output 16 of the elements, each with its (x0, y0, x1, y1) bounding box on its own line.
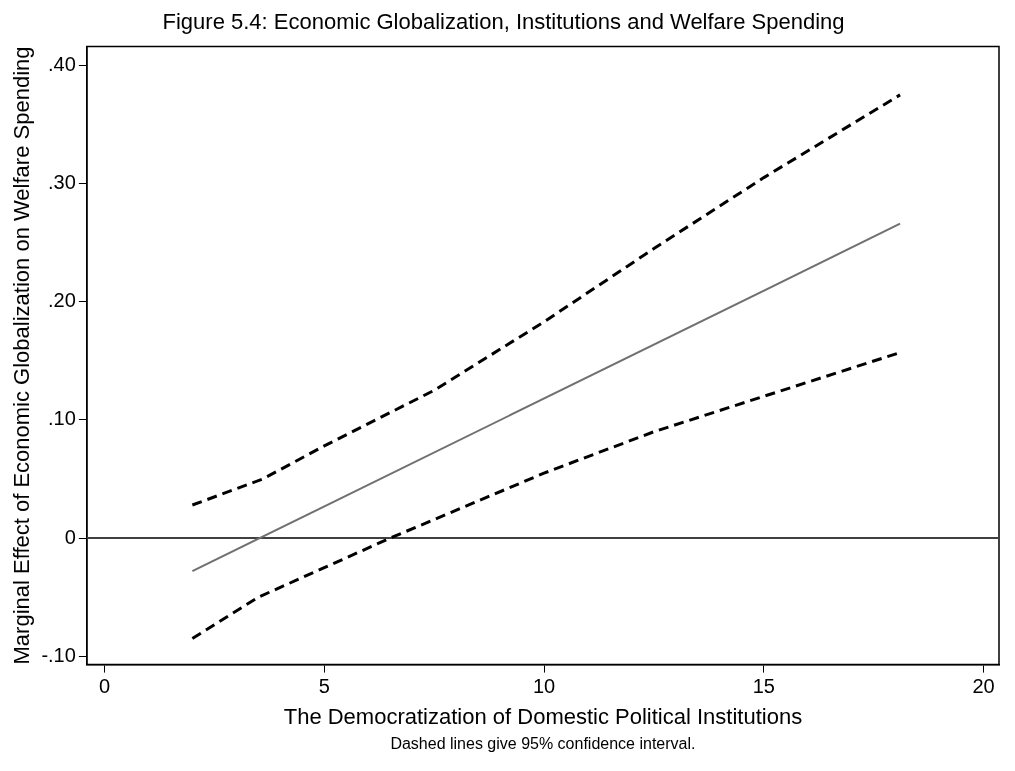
x-tick-label: 10 (532, 675, 556, 698)
y-tick-label: -.10 (41, 643, 76, 666)
y-tick-label: .30 (48, 171, 76, 194)
x-tick-label: 0 (98, 675, 111, 698)
y-tick-label: .20 (48, 289, 76, 312)
x-tick-label: 5 (318, 675, 330, 698)
y-tick-label: .10 (48, 407, 76, 430)
x-tick-label: 20 (972, 675, 995, 698)
y-axis-title: Marginal Effect of Economic Globalization on Welfare Spending (9, 46, 35, 665)
y-tick-label: .40 (48, 52, 76, 75)
x-tick-label: 15 (752, 675, 775, 698)
y-tick-label: 0 (64, 525, 76, 548)
x-axis-title: The Democratization of Domestic Political Institutions (283, 703, 803, 729)
chart-title: Figure 5.4: Economic Globalization, Institutions and Welfare Spending (162, 9, 845, 35)
text: Dashed lines give 95% confidence interval. (390, 735, 696, 752)
line-series (190, 93, 902, 507)
